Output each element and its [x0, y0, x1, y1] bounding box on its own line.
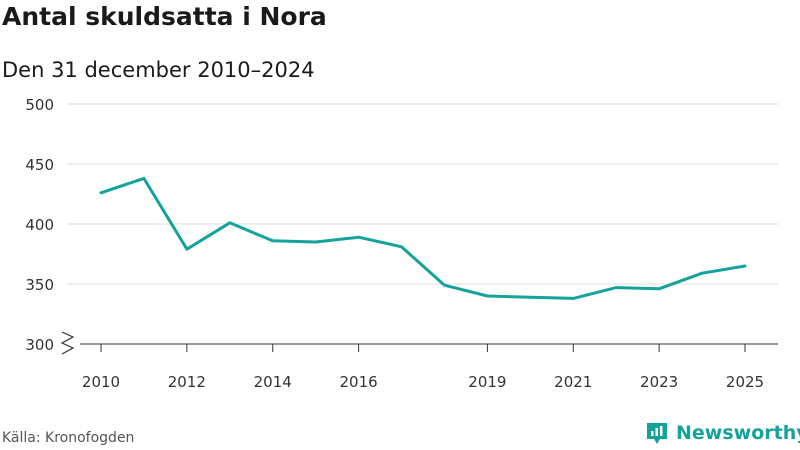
- y-axis-ticks: 300 350 400 450 500: [25, 96, 54, 354]
- x-tick-label: 2016: [340, 373, 378, 391]
- x-axis-ticks: 2010 2012 2014 2016 2019 2021 2023 2025: [82, 344, 764, 391]
- x-tick-label: 2023: [640, 373, 678, 391]
- y-tick-label: 500: [25, 96, 54, 114]
- gridlines: [68, 103, 778, 345]
- newsworthy-logo-icon: [647, 423, 667, 444]
- chart-subtitle: Den 31 december 2010–2024: [2, 58, 315, 82]
- x-tick-label: 2019: [468, 373, 506, 391]
- brand-name: Newsworthy: [676, 422, 800, 444]
- x-tick-label: 2025: [726, 373, 764, 391]
- y-tick-label: 300: [25, 336, 54, 354]
- series-line: [99, 176, 747, 300]
- chart-title: Antal skuldsatta i Nora: [2, 2, 327, 31]
- x-tick-label: 2010: [82, 373, 120, 391]
- x-tick-label: 2021: [554, 373, 592, 391]
- y-tick-label: 400: [25, 216, 54, 234]
- x-tick-label: 2014: [254, 373, 292, 391]
- x-tick-label: 2012: [168, 373, 206, 391]
- source-note: Källa: Kronofogden: [2, 430, 135, 446]
- series-layer: [99, 176, 747, 300]
- axis-break-icon: [60, 331, 75, 355]
- brand[interactable]: Newsworthy: [644, 420, 800, 446]
- line-chart: 300 350 400 450 500 2010 2012 2014 2016 2019 2021…: [25, 96, 778, 391]
- y-tick-label: 350: [25, 276, 54, 294]
- y-tick-label: 450: [25, 156, 54, 174]
- axis-break-mark: [60, 331, 75, 355]
